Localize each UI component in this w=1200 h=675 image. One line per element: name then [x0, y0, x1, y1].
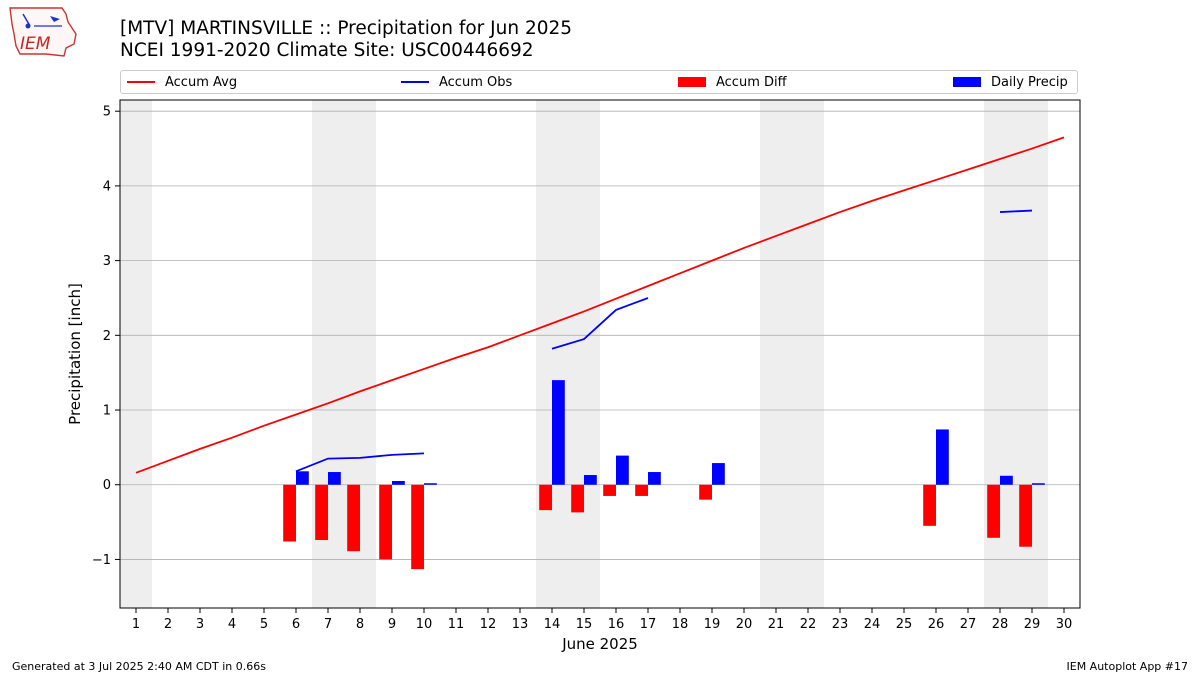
daily-precip-bar	[584, 475, 597, 485]
iem-logo: IEM	[9, 7, 77, 57]
legend-label: Accum Diff	[716, 74, 787, 90]
logo-text: IEM	[20, 34, 51, 54]
legend-swatch	[127, 81, 155, 83]
x-tick-label: 20	[736, 617, 753, 632]
footer-generated: Generated at 3 Jul 2025 2:40 AM CDT in 0…	[12, 660, 266, 673]
daily-precip-bar	[296, 471, 309, 485]
y-tick-label: 5	[103, 105, 111, 120]
accum-diff-bar	[923, 484, 936, 526]
x-tick-label: 21	[768, 617, 785, 632]
accum-diff-bar	[699, 484, 712, 500]
plot-frame	[119, 99, 1081, 609]
legend-swatch	[401, 81, 429, 83]
chart-title: [MTV] MARTINSVILLE :: Precipitation for …	[120, 18, 573, 39]
x-tick-label: 13	[512, 617, 529, 632]
y-tick-label: 4	[103, 179, 111, 194]
accum-diff-bar	[603, 484, 616, 496]
x-tick-label: 25	[896, 617, 913, 632]
accum-obs-line	[295, 452, 425, 473]
legend-label: Accum Avg	[165, 74, 238, 90]
x-tick-label: 6	[292, 617, 300, 632]
x-tick-label: 23	[832, 617, 849, 632]
chart-subtitle: NCEI 1991-2020 Climate Site: USC00446692	[120, 40, 534, 61]
weekend-band	[760, 100, 824, 608]
legend-swatch	[953, 77, 981, 87]
legend-label: Accum Obs	[439, 74, 513, 90]
x-tick-label: 12	[480, 617, 497, 632]
chart-legend: Accum Avg Accum Obs Accum Diff Daily Pre…	[120, 70, 1078, 94]
legend-swatch	[678, 77, 706, 87]
accum-diff-bar	[987, 484, 1000, 538]
x-tick-label: 16	[608, 617, 625, 632]
accum-diff-bar	[283, 484, 296, 542]
accum-diff-bar	[635, 484, 648, 496]
y-tick-label: 3	[103, 254, 111, 269]
daily-precip-bar	[552, 380, 565, 485]
daily-precip-bar	[1032, 483, 1045, 485]
y-axis-label: Precipitation [inch]	[66, 283, 84, 425]
daily-precip-bar	[328, 472, 341, 485]
legend-label: Daily Precip	[991, 74, 1068, 90]
accum-diff-bar	[315, 484, 328, 541]
accum-diff-bar	[411, 484, 424, 570]
x-tick-label: 22	[800, 617, 817, 632]
x-tick-label: 24	[864, 617, 881, 632]
x-tick-label: 2	[164, 617, 172, 632]
daily-precip-bar	[616, 455, 629, 485]
accum-obs-line	[551, 297, 649, 350]
y-tick-label: 2	[103, 329, 111, 344]
x-tick-label: 27	[960, 617, 977, 632]
x-tick-label: 18	[672, 617, 689, 632]
daily-precip-bar	[392, 481, 405, 485]
footer-app: IEM Autoplot App #17	[1066, 660, 1189, 673]
x-axis-label: June 2025	[561, 635, 638, 653]
y-tick-label: 1	[103, 404, 111, 419]
accum-diff-bar	[379, 484, 392, 560]
legend-entry-accum-obs: Accum Obs	[401, 74, 512, 90]
accum-obs-line	[999, 209, 1033, 213]
accum-diff-bar	[571, 484, 584, 513]
x-tick-label: 29	[1024, 617, 1041, 632]
x-tick-label: 15	[576, 617, 593, 632]
x-tick-label: 1	[132, 617, 140, 632]
daily-precip-bar	[712, 463, 725, 485]
x-tick-label: 14	[544, 617, 561, 632]
legend-entry-accum-avg: Accum Avg	[127, 74, 237, 90]
x-tick-label: 9	[388, 617, 396, 632]
daily-precip-bar	[1000, 475, 1013, 485]
weekend-band	[536, 100, 600, 608]
x-tick-label: 10	[416, 617, 433, 632]
accum-diff-bar	[347, 484, 360, 552]
x-tick-label: 5	[260, 617, 268, 632]
x-tick-label: 17	[640, 617, 657, 632]
daily-precip-bar	[424, 483, 437, 485]
x-tick-label: 8	[356, 617, 364, 632]
x-tick-label: 3	[196, 617, 204, 632]
x-tick-label: 26	[928, 617, 945, 632]
accum-diff-bar	[539, 484, 552, 511]
x-tick-label: 28	[992, 617, 1009, 632]
accum-avg-line	[135, 136, 1065, 474]
legend-entry-accum-diff: Accum Diff	[678, 74, 787, 90]
y-tick-label: 0	[103, 478, 111, 493]
y-tick-label: −1	[92, 553, 111, 568]
x-tick-label: 7	[324, 617, 332, 632]
x-tick-label: 19	[704, 617, 721, 632]
legend-entry-daily-precip: Daily Precip	[953, 74, 1068, 90]
x-tick-label: 11	[448, 617, 465, 632]
daily-precip-bar	[648, 472, 661, 485]
weekend-band	[120, 100, 152, 608]
x-tick-label: 4	[228, 617, 236, 632]
daily-precip-bar	[936, 429, 949, 485]
x-tick-label: 30	[1056, 617, 1073, 632]
accum-diff-bar	[1019, 484, 1032, 547]
